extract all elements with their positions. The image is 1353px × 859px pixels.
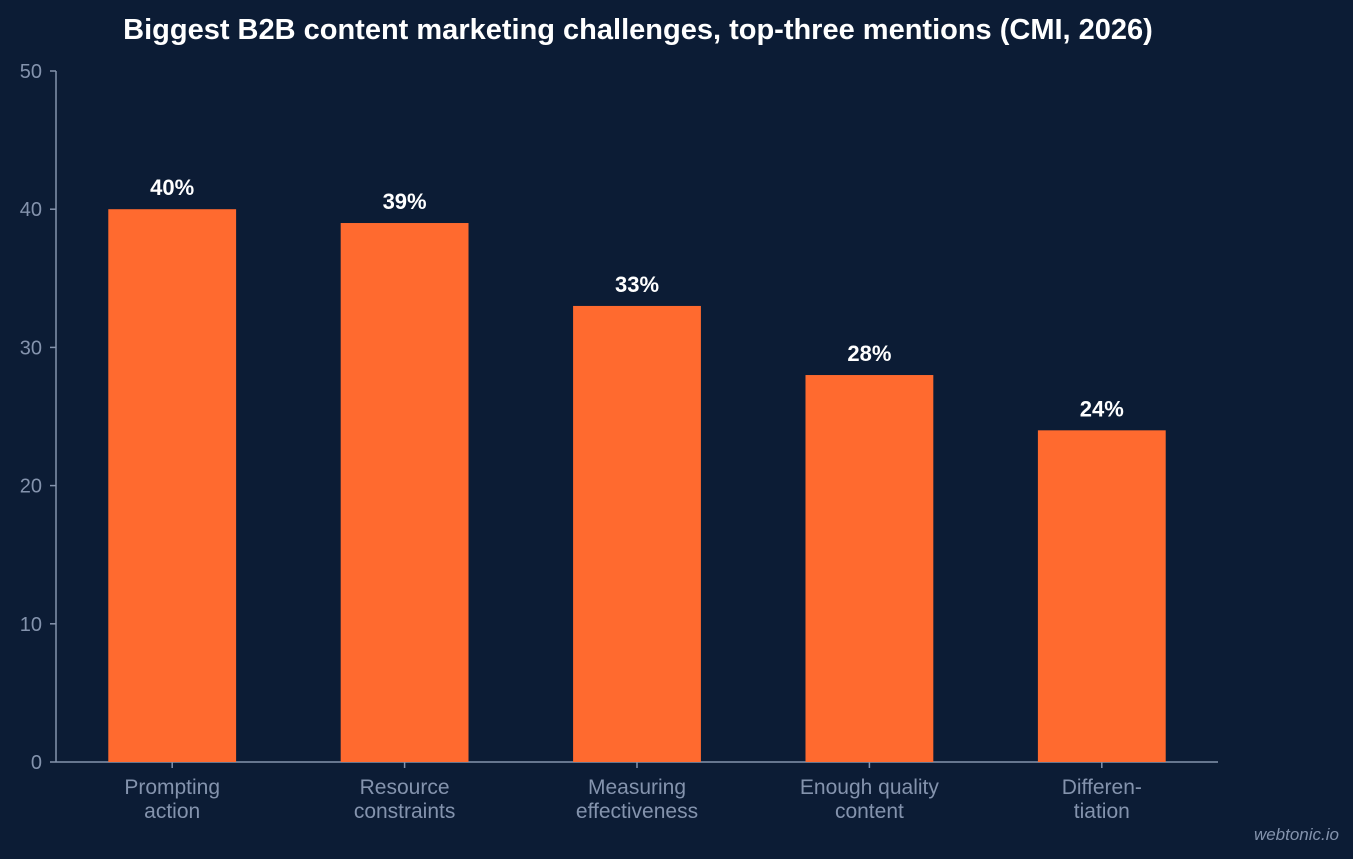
x-tick-label-line: Enough quality xyxy=(800,776,939,799)
watermark: webtonic.io xyxy=(1254,825,1339,844)
x-tick-label: Enough quality content xyxy=(800,776,939,823)
x-tick-label: Differen-tiation xyxy=(1062,776,1142,823)
bar xyxy=(805,375,934,762)
x-tick-label-line: content xyxy=(835,800,904,823)
x-tick-label: Resource constraints xyxy=(354,776,456,823)
x-tick-label-line: Measuring xyxy=(588,776,686,799)
category-labels: Prompting action Resource constraints Measur… xyxy=(124,776,1142,823)
bar xyxy=(108,209,237,762)
y-tick-label: 40 xyxy=(20,199,42,221)
y-tick-label: 0 xyxy=(31,752,42,774)
data-label: 39% xyxy=(383,189,427,214)
y-axis: 0 10 20 30 40 50 xyxy=(20,61,57,774)
x-tick-label: Prompting action xyxy=(124,776,220,823)
chart-title: Biggest B2B content marketing challenges… xyxy=(123,14,1153,46)
bar xyxy=(340,223,469,762)
data-label: 40% xyxy=(150,175,194,200)
x-tick-label-line: action xyxy=(144,800,200,823)
y-tick-label: 30 xyxy=(20,337,42,359)
y-tick-label: 10 xyxy=(20,614,42,636)
bar xyxy=(1037,430,1166,762)
x-tick-label-line: effectiveness xyxy=(576,800,698,823)
value-labels: 40% 39% 33% 28% 24% xyxy=(150,175,1124,421)
x-tick-label-line: tiation xyxy=(1074,800,1130,823)
bars xyxy=(108,209,1166,762)
x-tick-label-line: constraints xyxy=(354,800,456,823)
bar xyxy=(573,305,701,762)
x-tick-label-line: Resource xyxy=(360,776,450,799)
y-tick-label: 20 xyxy=(20,476,42,498)
y-tick-label: 50 xyxy=(20,61,42,83)
data-label: 24% xyxy=(1080,396,1124,421)
x-axis xyxy=(56,761,1218,768)
x-tick-label-line: Prompting xyxy=(124,776,220,799)
data-label: 33% xyxy=(615,272,659,297)
data-label: 28% xyxy=(847,341,891,366)
x-tick-label: Measuring effectiveness xyxy=(576,776,698,823)
x-tick-label-line: Differen- xyxy=(1062,776,1142,799)
